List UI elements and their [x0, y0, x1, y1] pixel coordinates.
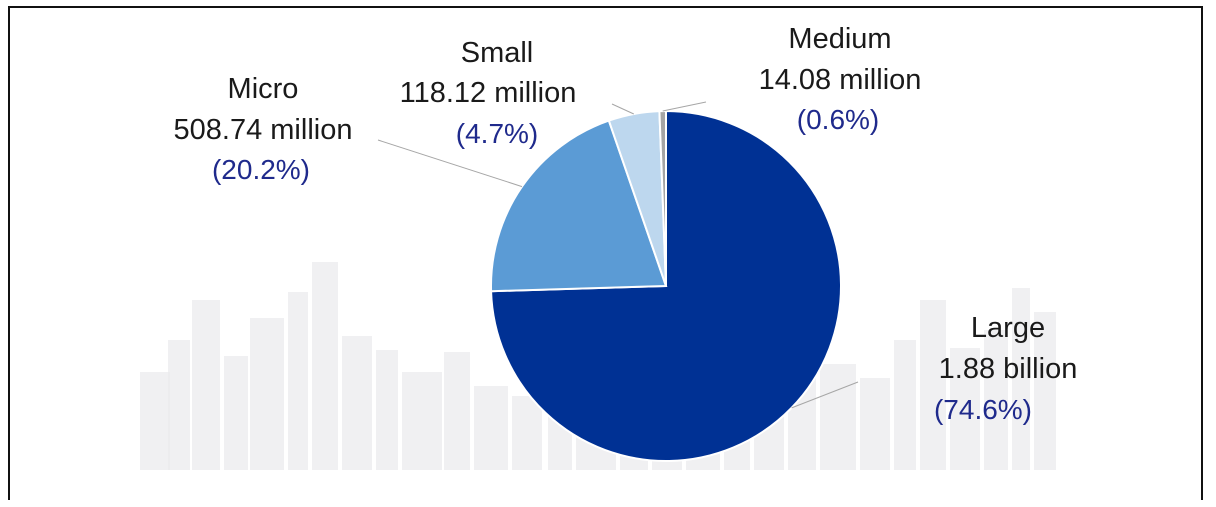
- label-medium-percent: (0.6%): [797, 104, 879, 135]
- label-large-name: Large: [971, 312, 1045, 344]
- label-micro-value: 508.74 million: [174, 114, 353, 146]
- label-micro-percent: (20.2%): [212, 154, 310, 185]
- skyline-building: [342, 336, 372, 470]
- skyline-building: [224, 356, 248, 470]
- label-small-value: 118.12 million: [400, 77, 577, 109]
- skyline-building: [444, 352, 470, 470]
- city-skyline-background: [140, 262, 1056, 470]
- label-micro-name: Micro: [228, 73, 299, 105]
- label-micro: Micro 508.74 million (20.2%): [174, 73, 353, 185]
- skyline-building: [474, 386, 508, 470]
- skyline-building: [288, 292, 308, 470]
- chart-frame: [8, 6, 1203, 500]
- skyline-building: [140, 372, 170, 470]
- skyline-building: [860, 378, 890, 470]
- label-medium-value: 14.08 million: [759, 64, 922, 96]
- label-large-value: 1.88 billion: [939, 353, 1078, 385]
- label-medium-name: Medium: [788, 23, 891, 55]
- skyline-building: [168, 340, 190, 470]
- skyline-building: [1012, 288, 1030, 470]
- skyline-building: [920, 300, 946, 470]
- skyline-building: [312, 262, 338, 470]
- pie-slice-medium: [658, 109, 667, 287]
- skyline-building: [820, 364, 856, 470]
- skyline-building: [984, 330, 1008, 470]
- label-large: Large 1.88 billion (74.6%): [934, 312, 1077, 425]
- leader-line-micro: [377, 139, 523, 188]
- leader-line-small: [611, 103, 635, 115]
- skyline-building: [512, 396, 542, 470]
- skyline-building: [376, 350, 398, 470]
- label-medium: Medium 14.08 million (0.6%): [759, 23, 922, 135]
- label-large-percent: (74.6%): [934, 394, 1032, 425]
- label-small-percent: (4.7%): [456, 118, 538, 149]
- label-small: Small 118.12 million (4.7%): [400, 37, 577, 149]
- pie-slice-micro: [490, 119, 668, 293]
- leader-line-medium: [662, 101, 707, 112]
- pie-slices: [490, 109, 842, 462]
- skyline-building: [950, 348, 980, 470]
- leader-lines: [377, 101, 859, 409]
- skyline-building: [1034, 312, 1056, 470]
- skyline-building: [894, 340, 916, 470]
- leader-line-large: [791, 381, 859, 409]
- skyline-building: [402, 372, 442, 470]
- skyline-building: [192, 300, 220, 470]
- label-small-name: Small: [461, 37, 534, 69]
- skyline-building: [250, 318, 284, 470]
